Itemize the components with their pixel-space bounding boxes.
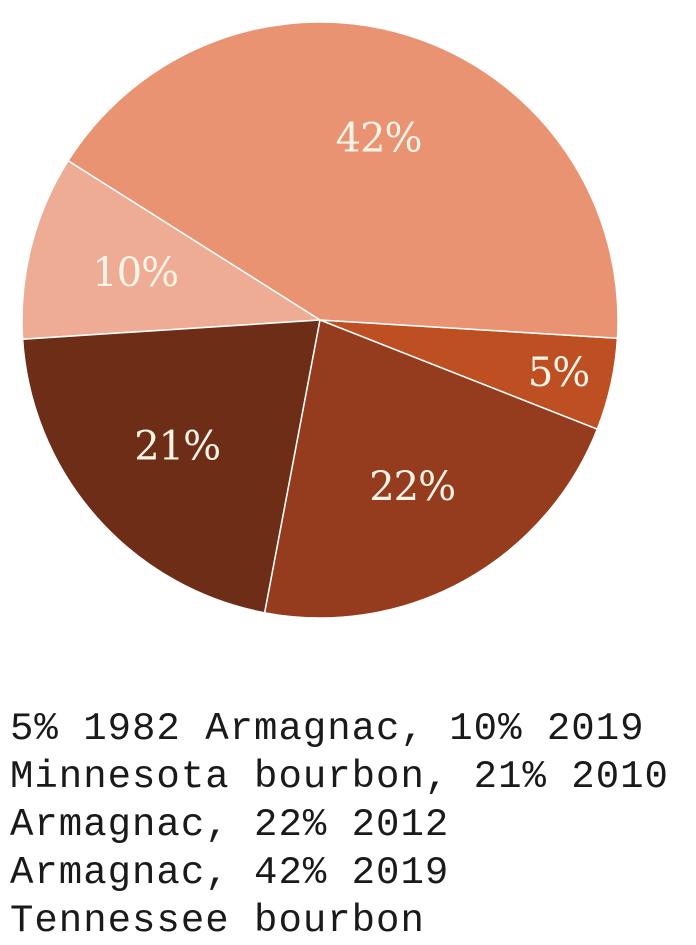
pie-slice xyxy=(21,319,321,614)
pie-slice-label: 10% xyxy=(92,250,178,296)
chart-caption: 5% 1982 Armagnac, 10% 2019 Minnesota bou… xyxy=(10,707,669,943)
pie-slices xyxy=(21,21,619,619)
pie-slice xyxy=(67,21,619,339)
pie-slice-label: 21% xyxy=(134,423,220,469)
pie-slice-label: 5% xyxy=(528,350,589,396)
pie-slice-label: 42% xyxy=(336,116,422,162)
pie-chart: 5% 42% 10% 21% 22% xyxy=(21,21,619,619)
pie-slice xyxy=(263,318,599,619)
pie-slice-label: 22% xyxy=(369,464,455,510)
pie-slice-labels: 5% 42% 10% 21% 22% xyxy=(92,116,590,511)
pie-slice xyxy=(21,159,323,341)
